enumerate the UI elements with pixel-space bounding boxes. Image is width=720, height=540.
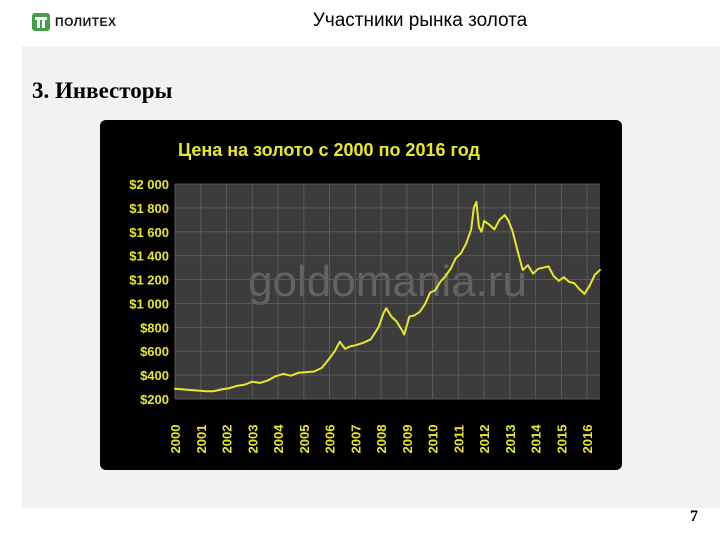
header-bar: ПОЛИТЕХ Участники рынка золота	[0, 0, 720, 46]
gold-price-chart: Цена на золото с 2000 по 2016 год goldom…	[100, 120, 622, 470]
plot-area	[175, 184, 600, 399]
y-tick-label: $800	[140, 320, 169, 335]
slide-content: 3. Инвесторы Цена на золото с 2000 по 20…	[22, 46, 720, 508]
y-tick-label: $600	[140, 344, 169, 359]
x-tick-label: 2008	[374, 425, 389, 454]
x-tick-label: 2009	[400, 425, 415, 454]
x-tick-label: 2010	[426, 425, 441, 454]
x-tick-label: 2015	[554, 425, 569, 454]
x-tick-label: 2005	[297, 425, 312, 454]
gold-price-line	[174, 200, 601, 393]
x-tick-label: 2014	[529, 424, 544, 454]
x-tick-label: 2016	[580, 425, 595, 454]
x-tick-label: 2011	[451, 425, 466, 453]
slide-title: Участники рынка золота	[312, 10, 528, 31]
x-tick-label: 2007	[348, 425, 363, 454]
y-tick-label: $200	[140, 392, 169, 407]
politeh-logo-icon	[32, 13, 50, 31]
x-tick-label: 2013	[503, 425, 518, 454]
chart-watermark: goldomania.ru	[248, 257, 527, 306]
x-tick-label: 2004	[271, 424, 286, 454]
logo-text: ПОЛИТЕХ	[55, 15, 117, 29]
x-tick-label: 2006	[323, 425, 338, 454]
x-tick-label: 2002	[220, 425, 235, 454]
page-number: 7	[690, 508, 698, 525]
x-tick-label: 2003	[245, 425, 260, 454]
y-tick-label: $400	[140, 368, 169, 383]
y-tick-label: $2 000	[129, 177, 169, 192]
y-tick-label: $1 400	[129, 249, 169, 264]
x-tick-label: 2001	[194, 425, 209, 454]
y-tick-label: $1 600	[129, 225, 169, 240]
chart-title: Цена на золото с 2000 по 2016 год	[178, 140, 480, 160]
chart-canvas: Цена на золото с 2000 по 2016 год goldom…	[129, 140, 601, 454]
y-tick-label: $1 000	[129, 296, 169, 311]
section-heading: 3. Инвесторы	[32, 78, 173, 103]
x-tick-label: 2012	[477, 425, 492, 454]
x-tick-label: 2000	[168, 425, 183, 454]
logo: ПОЛИТЕХ	[32, 13, 117, 31]
y-tick-label: $1 800	[129, 201, 169, 216]
y-tick-label: $1 200	[129, 273, 169, 288]
